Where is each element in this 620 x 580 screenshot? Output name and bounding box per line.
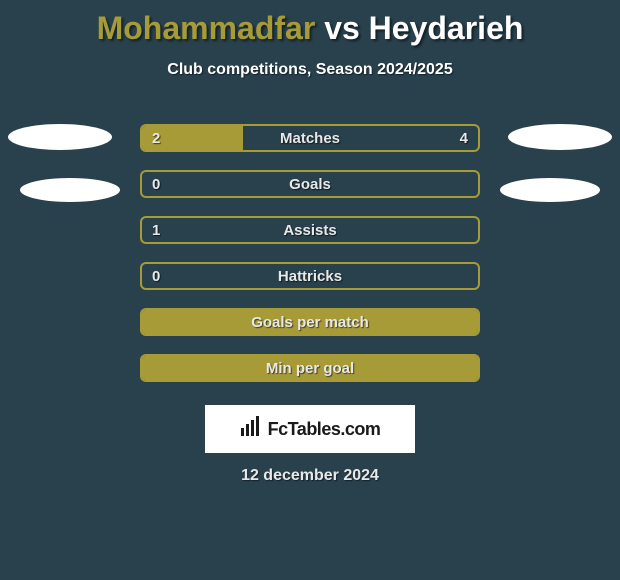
comparison-chart: Matches24Goals0Assists1Hattricks0Goals p…	[0, 115, 620, 391]
stat-row: Goals0	[0, 161, 620, 207]
bar-track	[140, 308, 480, 336]
stat-row: Hattricks0	[0, 253, 620, 299]
bar-fill-left	[142, 356, 478, 380]
bar-track	[140, 354, 480, 382]
date-line: 12 december 2024	[0, 467, 620, 485]
bar-track	[140, 262, 480, 290]
bar-fill-left	[142, 126, 243, 150]
brand-box: FcTables.com	[205, 405, 415, 453]
chart-icon	[240, 416, 262, 443]
brand-text: FcTables.com	[268, 419, 381, 440]
stat-row: Min per goal	[0, 345, 620, 391]
stat-row: Assists1	[0, 207, 620, 253]
stat-row: Matches24	[0, 115, 620, 161]
stat-row: Goals per match	[0, 299, 620, 345]
subtitle: Club competitions, Season 2024/2025	[0, 61, 620, 79]
bar-track	[140, 170, 480, 198]
bar-fill-left	[142, 310, 478, 334]
bar-track	[140, 124, 480, 152]
page-title: Mohammadfar vs Heydarieh	[0, 0, 620, 47]
player1-name: Mohammadfar	[97, 10, 316, 46]
player2-name: Heydarieh	[369, 10, 524, 46]
vs-text: vs	[324, 10, 360, 46]
bar-track	[140, 216, 480, 244]
